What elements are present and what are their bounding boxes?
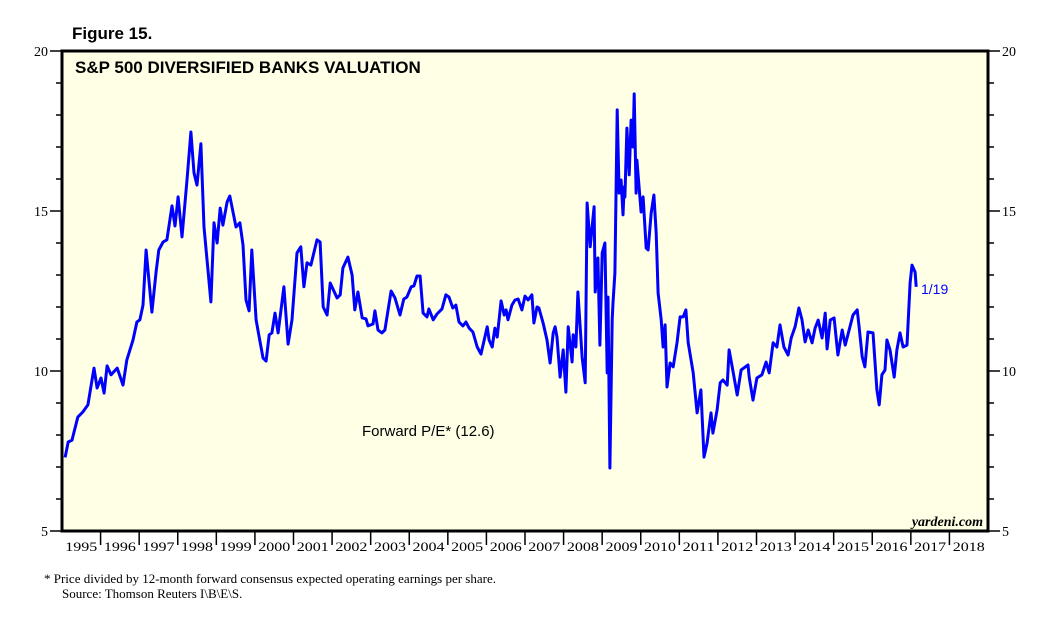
chart-title: S&P 500 DIVERSIFIED BANKS VALUATION bbox=[75, 58, 421, 77]
x-tick-label: 2008 bbox=[567, 539, 599, 554]
x-tick-label: 2006 bbox=[490, 539, 523, 554]
x-tick-label: 2010 bbox=[644, 539, 676, 554]
figure-label: Figure 15. bbox=[72, 24, 152, 43]
x-tick-label: 1998 bbox=[181, 539, 213, 554]
y-tick-label-left: 20 bbox=[34, 45, 48, 60]
x-tick-label: 2003 bbox=[374, 539, 406, 554]
y-tick-label-right: 20 bbox=[1002, 45, 1016, 60]
series-line-forward-pe bbox=[63, 92, 918, 470]
x-tick-label: 2017 bbox=[914, 539, 947, 554]
y-tick-label-left: 15 bbox=[34, 205, 48, 220]
x-tick-label: 1995 bbox=[65, 539, 97, 554]
source-note: Source: Thomson Reuters I\B\E\S. bbox=[62, 586, 242, 601]
x-tick-label: 2001 bbox=[297, 539, 329, 554]
y-tick-label-right: 10 bbox=[1002, 365, 1016, 380]
plot-background bbox=[62, 51, 988, 531]
x-tick-label: 2011 bbox=[683, 539, 715, 554]
y-tick-label-left: 5 bbox=[41, 525, 48, 540]
x-tick-label: 2007 bbox=[528, 539, 561, 554]
x-tick-label: 2015 bbox=[837, 539, 869, 554]
y-tick-label-left: 10 bbox=[34, 365, 48, 380]
x-tick-label: 2012 bbox=[721, 539, 753, 554]
x-tick-label: 2002 bbox=[335, 539, 367, 554]
x-tick-label: 2018 bbox=[953, 539, 985, 554]
watermark: yardeni.com bbox=[910, 515, 983, 530]
plot-border bbox=[60, 49, 990, 533]
y-tick-label-right: 15 bbox=[1002, 205, 1016, 220]
x-tick-label: 1997 bbox=[142, 539, 175, 554]
y-tick-label-right: 5 bbox=[1002, 525, 1009, 540]
x-tick-label: 2004 bbox=[413, 539, 446, 554]
x-tick-label: 2000 bbox=[258, 539, 290, 554]
series-label: Forward P/E* (12.6) bbox=[362, 423, 495, 440]
x-tick-label: 1996 bbox=[104, 539, 137, 554]
x-tick-label: 2014 bbox=[798, 539, 831, 554]
x-axis: 1995 1996 1997 1998 1999 2000 2001 2002 2003 2004… bbox=[65, 531, 985, 554]
footnote: * Price divided by 12-month forward cons… bbox=[44, 571, 496, 586]
x-tick-label: 2009 bbox=[605, 539, 637, 554]
x-tick-label: 1999 bbox=[220, 539, 252, 554]
x-tick-label: 2016 bbox=[876, 539, 909, 554]
end-date-label: 1/19 bbox=[921, 281, 948, 297]
x-tick-label: 2013 bbox=[760, 539, 792, 554]
x-tick-label: 2005 bbox=[451, 539, 483, 554]
